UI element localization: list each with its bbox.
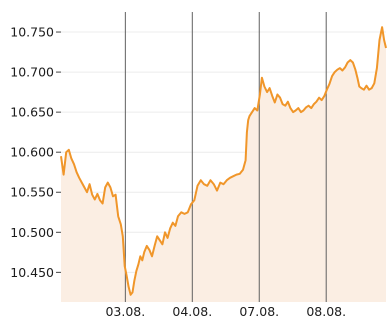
y-tick-label: 10.550 (10, 185, 54, 200)
y-tick-label: 10.500 (10, 225, 54, 240)
x-tick-label: 04.08. (172, 304, 212, 319)
y-tick-label: 10.650 (10, 105, 54, 120)
x-tick-label: 03.08. (105, 304, 145, 319)
x-tick-label: 07.08. (239, 304, 279, 319)
y-tick-label: 10.700 (10, 65, 54, 80)
y-axis: 10.750 10.700 10.650 10.600 10.550 10.500 10.4… (10, 25, 61, 280)
x-tick-label: 08.08. (306, 304, 346, 319)
y-tick-label: 10.600 (10, 145, 54, 160)
vertical-grid (124, 12, 327, 302)
y-tick-label: 10.750 (10, 25, 54, 40)
y-tick-label: 10.450 (10, 265, 54, 280)
series-line (60, 26, 387, 296)
x-axis: 03.08. 04.08. 07.08. 08.08. (105, 304, 346, 319)
series-area-fill (61, 27, 386, 302)
